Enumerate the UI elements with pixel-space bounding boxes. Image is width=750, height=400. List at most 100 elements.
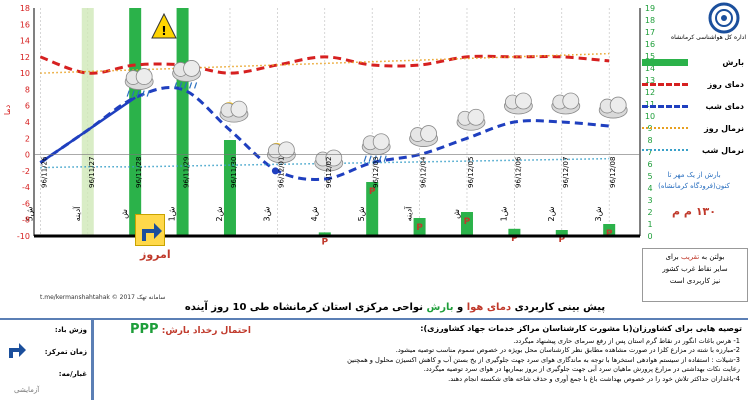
friday-band: [81, 8, 94, 236]
cloud-puff: [230, 100, 248, 118]
date-tick-label: 96/12/01: [277, 157, 285, 188]
series-line: [40, 52, 610, 74]
weekday-tick-label: 2ش: [547, 206, 556, 221]
left-tick-label: 14: [20, 37, 30, 46]
cloud-icon: [409, 125, 438, 147]
rain-probability: احتمال رخداد بارش: PPP: [130, 322, 251, 337]
left-tick-label: -10: [17, 232, 30, 241]
probability-label: احتمال رخداد بارش:: [161, 326, 251, 336]
weekday-tick-label: 3ش: [594, 206, 603, 221]
date-tick-label: 96/11/28: [135, 157, 143, 188]
legend-item: بارش: [640, 52, 748, 74]
legend-item: نرمال شب: [640, 140, 748, 162]
cloud-puff: [609, 96, 627, 114]
rain-p-mark: P: [369, 187, 376, 197]
advice-list: 1- هرس باغات انگور در نقاط گرم استان پس …: [100, 337, 740, 384]
right-tick-label: 3: [647, 196, 652, 205]
cloud-puff: [562, 92, 580, 110]
rain-bar: [603, 224, 616, 236]
left-tick-label: 12: [20, 53, 30, 62]
advice-item: 2-مبارزه با شته در مزارع کلزا در صورت مش…: [395, 346, 740, 355]
right-tick-label: 14: [645, 64, 655, 73]
cloud-puff: [467, 108, 485, 126]
right-tick-label: 19: [645, 4, 655, 13]
right-tick-label: 17: [645, 28, 655, 37]
right-tick-label: 0: [647, 232, 652, 241]
today-highlight: [81, 8, 94, 236]
weekday-tick-label: 1ش: [168, 206, 177, 221]
date-tick-label: 96/11/27: [88, 157, 96, 188]
title-pre: پیش بینی کاربردی: [514, 302, 606, 313]
cloud-icon: [551, 92, 581, 115]
rain-bar: [129, 8, 142, 236]
bulletin-highlight: تقریب: [680, 253, 700, 261]
focus-arrow-icon: [9, 343, 26, 358]
date-tick-label: 96/12/02: [325, 157, 333, 188]
rain-p-mark: P: [464, 217, 471, 227]
legend-label: بارش: [722, 58, 744, 67]
side-dust: غبار/مه:: [58, 370, 87, 378]
y-tick-labels: -10-8-6-4-202468101214161801234567891011…: [3, 4, 655, 241]
today-label: امروز: [140, 248, 171, 261]
advice-item: 1- هرس باغات انگور در نقاط گرم استان پس …: [513, 337, 740, 345]
rain-drop: [383, 155, 387, 162]
chart-legend: بارش دمای روز دمای شب نرمال روز نرمال شب: [640, 52, 748, 162]
rain-drop: [194, 82, 198, 89]
date-tick-label: 96/12/03: [372, 157, 380, 188]
partly-cloudy-icon: [219, 100, 249, 123]
right-tick-label: 5: [647, 172, 652, 181]
left-tick-label: -4: [22, 183, 30, 192]
rain-note: بارش از یک مهر تا کنون(فرودگاه کرمانشاه): [640, 170, 748, 192]
probability-value: PPP: [130, 322, 159, 337]
cloud-puff: [420, 125, 437, 142]
side-focus: زمان تمرکز:: [44, 348, 87, 356]
rain-drop: [179, 82, 183, 89]
date-tick-label: 96/12/05: [467, 157, 475, 188]
right-tick-label: 6: [647, 160, 652, 169]
rain-bar: [318, 232, 331, 236]
rain-bar: [413, 218, 426, 236]
weekday-tick-label: 5ش: [25, 206, 34, 221]
date-tick-label: 96/11/26: [40, 156, 48, 188]
legend-swatch: [642, 83, 688, 86]
weekday-tick-label: ش: [120, 209, 129, 219]
weekday-tick-label: 1ش: [499, 206, 508, 221]
min-temp-marker: [271, 167, 279, 175]
rain-drop: [131, 90, 135, 97]
left-tick-label: 2: [25, 134, 30, 143]
warning-icon: [151, 12, 177, 39]
cloud-puff: [372, 133, 390, 151]
left-tick-label: 18: [20, 4, 30, 13]
advice-item: 4-باغداران حداکثر تلاش خود را در خصوص به…: [448, 374, 740, 383]
rain-cloud-icon: [361, 133, 391, 162]
rain-bars: P P P P P P P: [129, 8, 616, 247]
right-tick-label: 2: [647, 208, 652, 217]
legend-item: دمای روز: [640, 74, 748, 96]
rain-bar: [460, 212, 473, 236]
bulletin-line1: بولتن به: [701, 253, 725, 261]
rain-cloud-icon: [124, 68, 154, 97]
left-tick-label: 4: [25, 118, 30, 127]
rain-p-mark: P: [558, 235, 565, 245]
rain-note-line1: بارش از یک مهر تا: [667, 171, 721, 179]
legend-label: نرمال روز: [704, 124, 744, 133]
warning-mark: !: [161, 24, 166, 38]
weekday-tick-label: 3ش: [262, 206, 271, 221]
rain-total: ۱۳۰ م م: [672, 205, 716, 218]
rain-drop: [189, 82, 193, 89]
cloud-puff: [514, 92, 532, 110]
weekday-tick-label: 2ش: [215, 206, 224, 221]
legend-label: نرمال شب: [702, 146, 744, 155]
weekday-tick-label: ش: [452, 209, 461, 219]
bulletin-note: بولتن به تقریب برای سایر نقاط غرب کشور ن…: [642, 248, 748, 302]
cloud-puff: [183, 60, 200, 77]
rain-p-mark: P: [321, 237, 328, 247]
series-line: [39, 85, 610, 181]
rain-drop: [146, 90, 150, 97]
date-tick-label: 96/12/08: [609, 157, 617, 188]
right-tick-label: 11: [645, 100, 655, 109]
left-tick-label: 8: [25, 85, 30, 94]
advice-box: توصیه هایی برای کشاورزان(با مشورت کارشنا…: [92, 318, 748, 400]
legend-swatch: [642, 149, 688, 151]
